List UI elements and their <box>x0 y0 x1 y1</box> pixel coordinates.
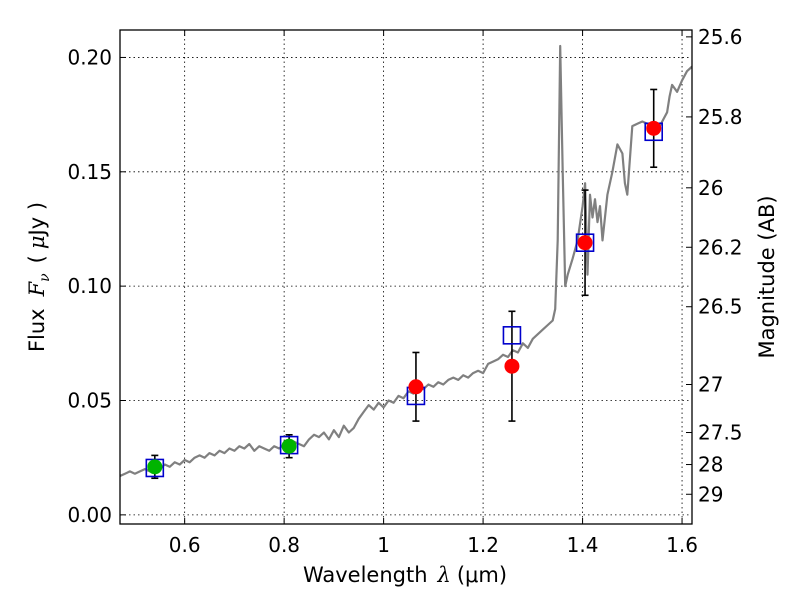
y-tick-label: 0.00 <box>67 503 112 527</box>
observed-photometry-series <box>147 120 662 475</box>
y-axis-label-unit: Jy ) <box>25 202 49 238</box>
y-axis-label: Flux Fν ( μJy ) <box>25 202 53 352</box>
x-tick-label: 1.2 <box>467 533 499 557</box>
x-axis-label: Wavelength λ (μm) <box>303 563 507 587</box>
x-tick-label: 1.6 <box>666 533 698 557</box>
y2-tick-label: 26.5 <box>698 295 743 319</box>
grid <box>120 30 692 524</box>
model-point-square <box>575 233 595 252</box>
plot-frame <box>119 29 693 525</box>
spectrum-series <box>120 44 692 477</box>
red-data-point <box>577 235 593 251</box>
y-axis-label-prefix: Flux <box>25 308 49 352</box>
green-data-point <box>147 459 163 475</box>
spectrum-line <box>120 44 692 477</box>
red-data-point <box>646 120 662 136</box>
x-axis-label-unit: (μm) <box>457 563 507 587</box>
x-tick-label: 1.4 <box>567 533 599 557</box>
x-axis-label-prefix: Wavelength <box>303 563 428 587</box>
y-axis-label-mu: μ <box>25 235 49 249</box>
error-bars <box>151 88 658 480</box>
y2-tick-label: 25.8 <box>698 105 743 129</box>
y2-tick-label: 26 <box>698 176 723 200</box>
y2-tick-label: 27.5 <box>698 421 743 445</box>
x-tick-label: 1 <box>377 533 390 557</box>
model-photometry-series <box>145 122 664 478</box>
x-axis-label-symbol: λ <box>437 563 451 587</box>
y2-tick-label: 28 <box>698 453 723 477</box>
y2-tick-label: 25.6 <box>698 25 743 49</box>
y-tick-label: 0.15 <box>67 160 112 184</box>
y-axis-label-symbol: F <box>25 280 49 297</box>
y2-tick-label: 26.2 <box>698 235 743 259</box>
y-axis-label-subscript: ν <box>37 273 53 282</box>
y-tick-label: 0.20 <box>67 45 112 69</box>
x-tick-label: 0.6 <box>169 533 201 557</box>
y2-axis-label: Magnitude (AB) <box>755 195 779 358</box>
y2-tick-label: 27 <box>698 372 723 396</box>
model-point-square <box>502 326 522 345</box>
red-data-point <box>408 379 424 395</box>
y-tick-label: 0.05 <box>67 389 112 413</box>
y-tick-label: 0.10 <box>67 274 112 298</box>
red-data-point <box>504 358 520 374</box>
green-data-point <box>281 438 297 454</box>
axis-ticks: 0.6 0.8 1 1.2 1.4 1.6 0.00 0.05 0.10 0.15 0.20 25.6… <box>67 25 742 557</box>
y2-tick-label: 29 <box>698 482 723 506</box>
y-axis-label-paren: ( <box>25 255 49 263</box>
x-tick-label: 0.8 <box>268 533 300 557</box>
